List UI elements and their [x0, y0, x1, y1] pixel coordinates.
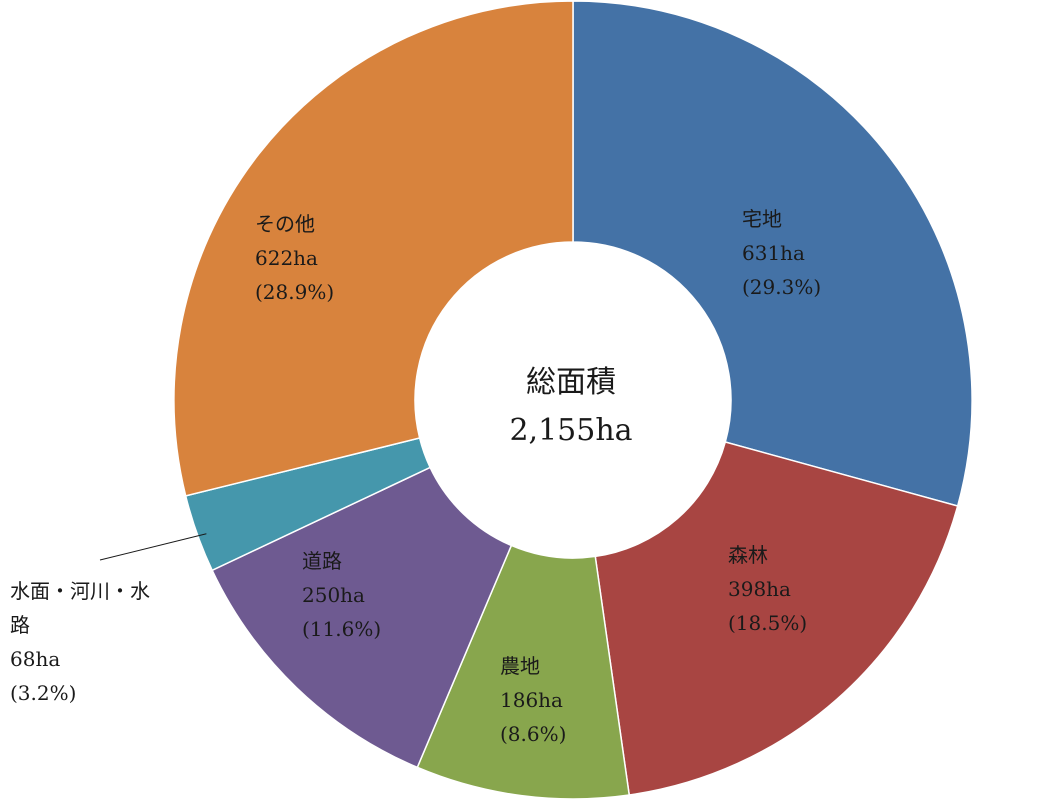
slice-label-value-6: 622ha	[255, 246, 318, 270]
slice-label-category-2: 森林	[728, 543, 768, 567]
slice-label-value-3: 186ha	[500, 688, 563, 712]
slice-label-percent-3: (8.6%)	[500, 722, 566, 746]
slice-label-percent-5: (3.2%)	[10, 681, 76, 705]
labels-group: 宅地 631ha (29.3%) 森林 398ha (18.5%) 農地 186ha (8.6%…	[10, 207, 821, 746]
slice-label-value-2: 398ha	[728, 577, 791, 601]
center-label: 総面積 2,155ha	[509, 365, 632, 448]
slice-label-percent-1: (29.3%)	[742, 275, 821, 299]
slice-label-value-4: 250ha	[302, 583, 365, 607]
slice-6	[173, 0, 574, 497]
slices-group	[173, 0, 973, 799]
leader-line-5	[99, 533, 207, 561]
slice-label-category-4: 道路	[302, 549, 342, 573]
slice-label-percent-2: (18.5%)	[728, 611, 807, 635]
slice-label-value-1: 631ha	[742, 241, 805, 265]
slice-4	[211, 466, 513, 769]
slice-label-category-3: 農地	[500, 654, 540, 678]
slice-label-percent-6: (28.9%)	[255, 280, 334, 304]
slice-2	[594, 441, 959, 796]
slice-label-category-5: 水面・河川・水	[10, 579, 150, 603]
slice-label-value-5: 68ha	[10, 647, 60, 671]
slice-label-category-cont-5: 路	[10, 613, 30, 637]
center-title: 総面積	[526, 365, 616, 400]
center-value: 2,155ha	[509, 413, 632, 448]
slice-label-category-1: 宅地	[742, 207, 782, 231]
slice-label-percent-4: (11.6%)	[302, 617, 381, 641]
slice-1	[572, 0, 973, 507]
slice-label-category-6: その他	[255, 212, 315, 236]
